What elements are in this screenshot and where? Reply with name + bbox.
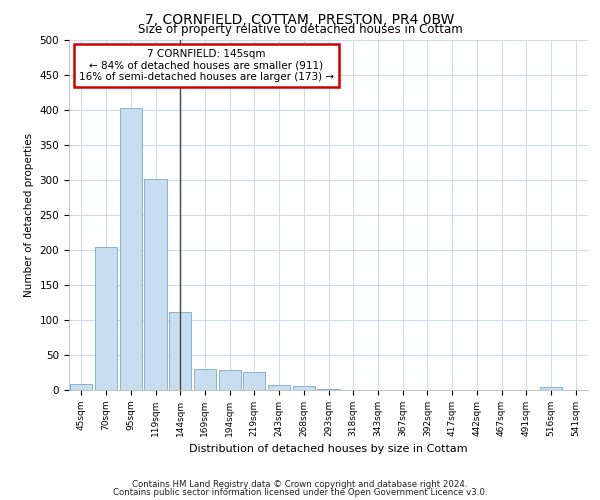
Text: 7 CORNFIELD: 145sqm
← 84% of detached houses are smaller (911)
16% of semi-detac: 7 CORNFIELD: 145sqm ← 84% of detached ho…	[79, 49, 334, 82]
Bar	[194, 369, 216, 390]
Bar	[169, 312, 191, 390]
Text: Contains public sector information licensed under the Open Government Licence v3: Contains public sector information licen…	[113, 488, 487, 497]
Bar	[317, 388, 340, 390]
Y-axis label: Number of detached properties: Number of detached properties	[24, 133, 34, 297]
Bar	[218, 370, 241, 390]
Text: Size of property relative to detached houses in Cottam: Size of property relative to detached ho…	[137, 22, 463, 36]
Bar	[268, 385, 290, 390]
Text: Contains HM Land Registry data © Crown copyright and database right 2024.: Contains HM Land Registry data © Crown c…	[132, 480, 468, 489]
Text: 7, CORNFIELD, COTTAM, PRESTON, PR4 0BW: 7, CORNFIELD, COTTAM, PRESTON, PR4 0BW	[145, 12, 455, 26]
Bar	[243, 372, 265, 390]
Bar	[293, 386, 315, 390]
Bar	[145, 178, 167, 390]
Bar	[540, 387, 562, 390]
Bar	[95, 246, 117, 390]
Bar	[70, 384, 92, 390]
Bar	[119, 108, 142, 390]
X-axis label: Distribution of detached houses by size in Cottam: Distribution of detached houses by size …	[189, 444, 468, 454]
